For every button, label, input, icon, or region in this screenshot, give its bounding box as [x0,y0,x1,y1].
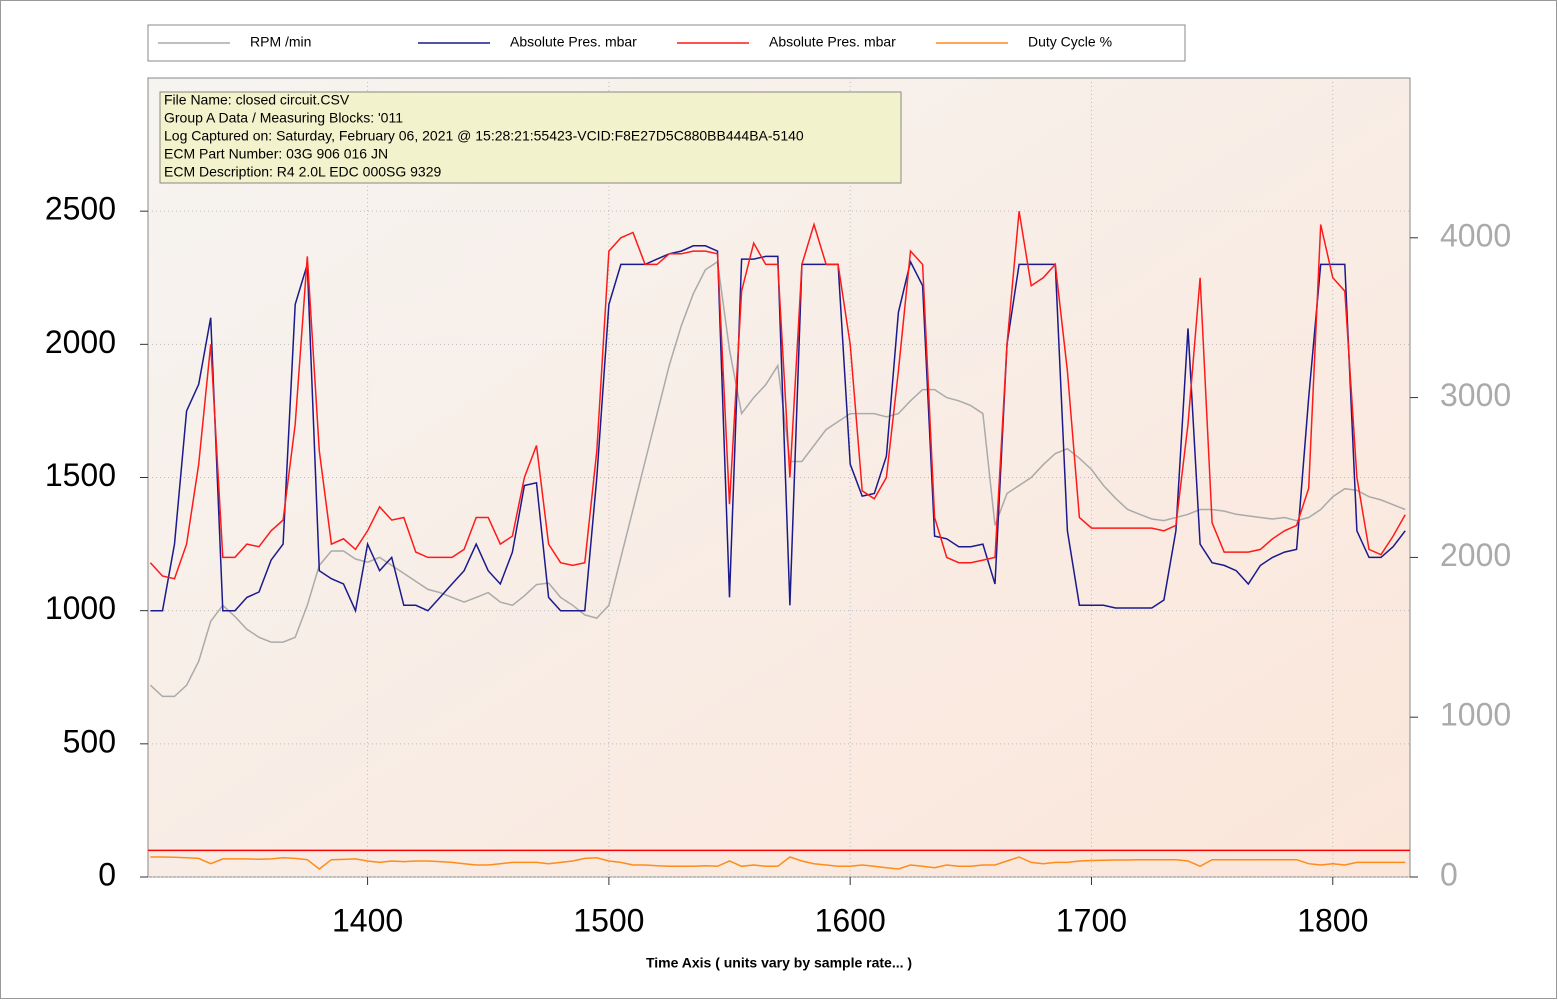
series-line [150,245,1406,614]
y2-tick-label: 1000 [1440,697,1511,733]
info-line: File Name: closed circuit.CSV [164,92,350,108]
legend-label: RPM /min [250,34,311,50]
series-line [150,856,1406,870]
y2-tick-label: 3000 [1440,377,1511,413]
legend-label: Absolute Pres. mbar [769,34,896,50]
y-tick-label: 1000 [45,590,116,626]
x-axis-title: Time Axis ( units vary by sample rate...… [646,955,912,971]
info-box [159,91,902,184]
info-line: ECM Part Number: 03G 906 016 JN [164,146,388,162]
legend-label: Absolute Pres. mbar [510,34,637,50]
y2-tick-label: 2000 [1440,537,1511,573]
legend [147,24,1186,62]
y-tick-label: 1500 [45,457,116,493]
y2-tick-label: 0 [1440,856,1458,892]
series-line [149,260,1406,698]
y-tick-label: 2500 [45,191,116,227]
x-tick-label: 1800 [1297,902,1368,938]
y-tick-label: 500 [63,723,116,759]
info-line: ECM Description: R4 2.0L EDC 000SG 9329 [164,164,441,180]
x-tick-label: 1700 [1056,902,1127,938]
x-tick-label: 1500 [573,902,644,938]
plot-area [147,77,1411,878]
info-line: Log Captured on: Saturday, February 06, … [164,128,804,144]
plot [148,78,1410,878]
y-tick-label: 2000 [45,324,116,360]
y-tick-label: 0 [98,856,116,892]
x-tick-label: 1600 [815,902,886,938]
series-line [149,211,1406,580]
y2-tick-label: 4000 [1440,217,1511,253]
x-tick-label: 1400 [332,902,403,938]
info-line: Group A Data / Measuring Blocks: '011 [164,110,403,126]
legend-label: Duty Cycle % [1028,34,1112,50]
